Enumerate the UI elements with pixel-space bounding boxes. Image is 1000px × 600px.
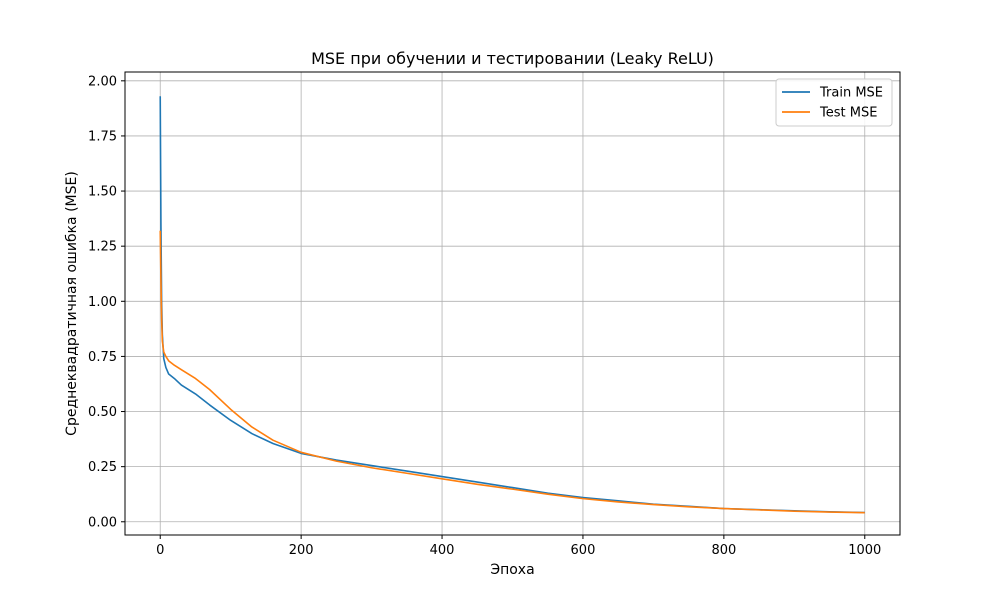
chart-title: MSE при обучении и тестировании (Leaky R…	[311, 49, 714, 68]
x-tick-label: 800	[711, 543, 736, 558]
y-tick-label: 1.00	[88, 295, 117, 310]
ticks-layer: 0 200 400 600 800 1000 0.00 0.25 0.50 0.75 1.00 1.2…	[88, 74, 881, 558]
x-tick-label: 200	[289, 543, 314, 558]
plot-area-frame	[124, 71, 901, 536]
x-tick-label: 0	[156, 543, 164, 558]
y-tick-label: 1.75	[88, 129, 117, 144]
y-tick-label: 0.25	[88, 460, 117, 475]
legend-box	[775, 78, 893, 127]
x-tick-label: 1000	[848, 543, 881, 558]
y-tick-label: 0.50	[88, 405, 117, 420]
legend: Train MSE Test MSE	[775, 78, 893, 127]
legend-label: Train MSE	[819, 86, 883, 101]
x-tick-label: 600	[571, 543, 596, 558]
y-axis-label: Среднеквадратичная ошибка (MSE)	[64, 171, 80, 436]
y-tick-label: 1.25	[88, 240, 117, 255]
legend-label: Test MSE	[819, 106, 877, 121]
y-tick-label: 2.00	[88, 74, 117, 89]
series-layer	[159, 96, 865, 514]
series-line-test	[159, 230, 865, 514]
x-tick-label: 400	[430, 543, 455, 558]
grid	[125, 72, 900, 535]
y-tick-label: 0.75	[88, 350, 117, 365]
y-tick-label: 0.00	[88, 515, 117, 530]
y-tick-label: 1.50	[88, 185, 117, 200]
x-axis-label: Эпоха	[490, 562, 534, 578]
